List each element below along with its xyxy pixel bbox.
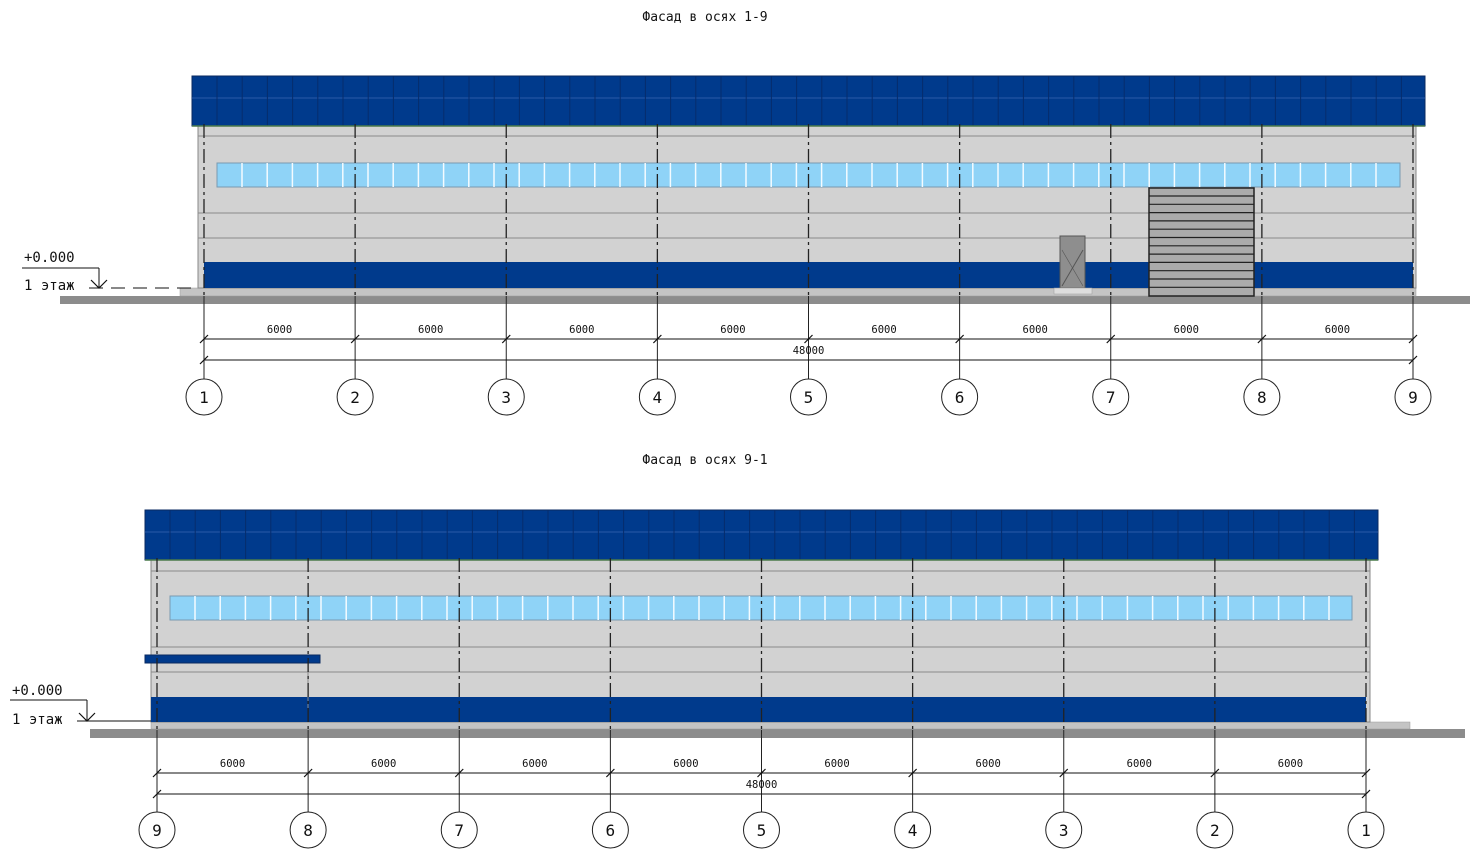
axis-bubble [336, 378, 374, 416]
span-dimension: 6000 [1127, 758, 1152, 770]
entrance-canopy [144, 654, 321, 664]
axis-bubble [440, 811, 478, 849]
axis-bubble [790, 378, 827, 416]
span-dimension: 6000 [871, 324, 896, 336]
axis-label: 6 [606, 821, 616, 840]
axis-bubble [743, 811, 780, 849]
wall [150, 559, 1371, 723]
axis-label: 5 [804, 388, 814, 407]
span-dimension: 6000 [220, 758, 245, 770]
door-step [1053, 287, 1093, 295]
roof-fascia [191, 75, 1426, 127]
axis-bubble [894, 811, 932, 849]
ground-line [60, 296, 1470, 304]
level-value: +0.000 [12, 683, 63, 699]
axis-bubble [591, 811, 629, 849]
axis-label: 5 [757, 821, 767, 840]
axis-label: 1 [199, 388, 209, 407]
axis-bubble [941, 378, 979, 416]
span-dimension: 6000 [720, 324, 745, 336]
axis-label: 4 [653, 388, 663, 407]
facade-1: Фасад в осях 1-9 1 2 3 4 5 6 7 8 9 6000 6000 6000 600… [22, 10, 1470, 416]
axis-bubble [185, 378, 223, 416]
level-value: +0.000 [24, 250, 75, 266]
plinth-band [151, 697, 1366, 722]
axis-label: 1 [1361, 821, 1371, 840]
door [1059, 235, 1086, 289]
axis-label: 3 [1059, 821, 1069, 840]
ground-line [90, 729, 1465, 738]
span-dimension: 6000 [1325, 324, 1350, 336]
span-dimension: 6000 [267, 324, 292, 336]
span-dimension: 6000 [1278, 758, 1303, 770]
axis-bubble [1394, 378, 1432, 416]
axis-label: 8 [1257, 388, 1267, 407]
axis-label: 3 [501, 388, 511, 407]
total-dimension: 48000 [793, 345, 825, 357]
sectional-gate [1148, 187, 1255, 297]
axis-bubble [289, 811, 327, 849]
span-dimension: 6000 [976, 758, 1001, 770]
span-dimension: 6000 [522, 758, 547, 770]
axis-label: 4 [908, 821, 918, 840]
axis-label: 8 [303, 821, 313, 840]
total-dimension: 48000 [746, 779, 778, 791]
span-dimension: 6000 [371, 758, 396, 770]
span-dimension: 6000 [673, 758, 698, 770]
span-dimension: 6000 [1023, 324, 1048, 336]
axis-bubble [638, 378, 676, 416]
span-dimension: 6000 [418, 324, 443, 336]
plinth [150, 721, 1411, 730]
axis-label: 6 [955, 388, 965, 407]
axis-bubble [1347, 811, 1385, 849]
axis-bubble [1243, 378, 1281, 416]
axis-bubble [138, 811, 176, 849]
axis-label: 9 [1408, 388, 1418, 407]
axis-bubble [1196, 811, 1234, 849]
axis-label: 2 [350, 388, 360, 407]
facade-2: Фасад в осях 9-1 9 8 7 6 5 4 3 2 1 6000 6000 6000 600… [10, 453, 1465, 849]
span-dimension: 6000 [1174, 324, 1199, 336]
level-name: 1 этаж [12, 712, 63, 728]
axis-label: 7 [454, 821, 464, 840]
axis-label: 2 [1210, 821, 1220, 840]
span-dimension: 6000 [824, 758, 849, 770]
axis-bubble [1092, 378, 1130, 416]
roof-fascia [144, 509, 1379, 561]
facade-title: Фасад в осях 1-9 [642, 10, 767, 25]
axis-label: 9 [152, 821, 162, 840]
axis-label: 7 [1106, 388, 1116, 407]
facade-title: Фасад в осях 9-1 [642, 453, 767, 468]
axis-bubble [487, 378, 525, 416]
door-swing [1061, 249, 1084, 287]
level-name: 1 этаж [24, 278, 75, 294]
span-dimension: 6000 [569, 324, 594, 336]
axis-bubble [1045, 811, 1083, 849]
